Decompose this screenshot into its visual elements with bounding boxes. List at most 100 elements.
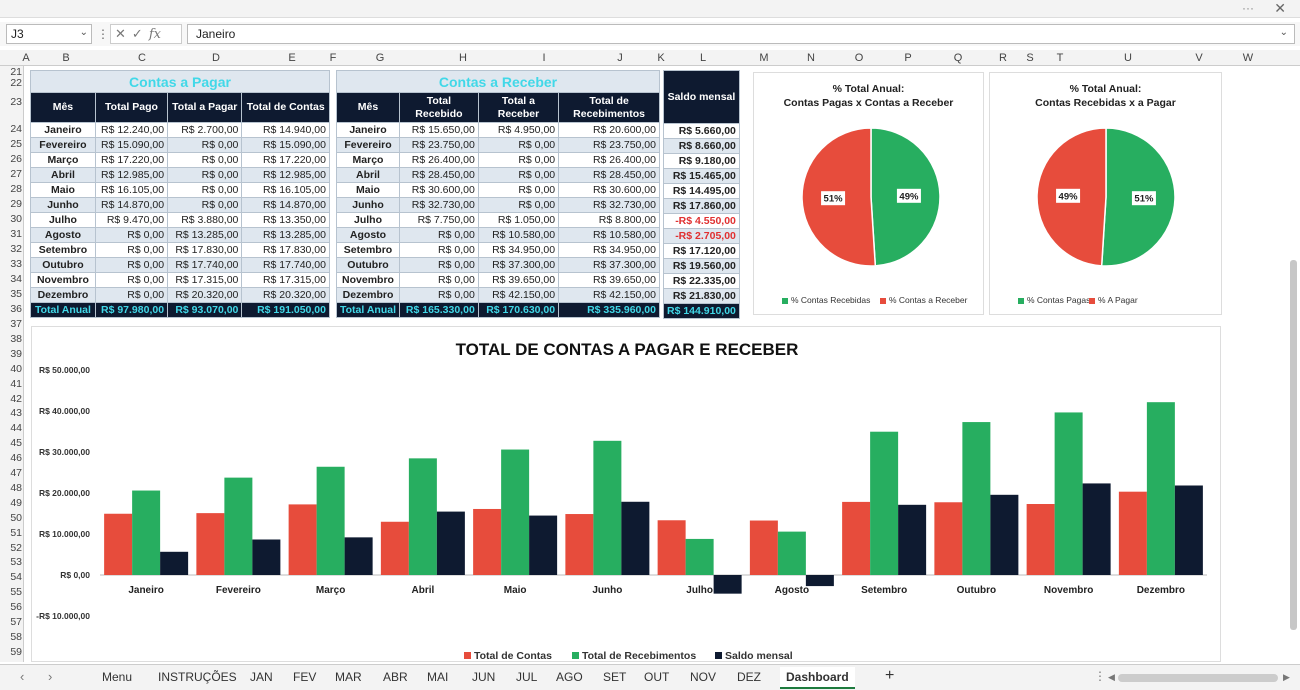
row-header[interactable]: 29 bbox=[10, 198, 22, 210]
month-cell[interactable]: Abril bbox=[336, 167, 400, 183]
value-cell[interactable]: R$ 14.870,00 bbox=[94, 197, 169, 213]
column-header[interactable]: T bbox=[1056, 52, 1064, 64]
month-cell[interactable]: Setembro bbox=[30, 242, 96, 258]
value-cell[interactable]: R$ 0,00 bbox=[167, 182, 243, 198]
row-header[interactable]: 55 bbox=[10, 586, 22, 599]
value-cell[interactable]: R$ 0,00 bbox=[94, 257, 169, 273]
column-header[interactable]: E bbox=[288, 52, 296, 64]
bar[interactable] bbox=[962, 422, 991, 575]
bar[interactable] bbox=[316, 466, 345, 575]
value-cell[interactable]: R$ 20.320,00 bbox=[241, 287, 330, 303]
tab-dez[interactable]: DEZ bbox=[737, 670, 761, 684]
month-cell[interactable]: Agosto bbox=[336, 227, 400, 243]
month-cell[interactable]: Abril bbox=[30, 167, 96, 183]
value-cell[interactable]: R$ 37.300,00 bbox=[477, 257, 560, 273]
value-cell[interactable]: R$ 34.950,00 bbox=[558, 242, 660, 258]
row-header[interactable]: 39 bbox=[10, 347, 22, 360]
value-cell[interactable]: R$ 13.285,00 bbox=[167, 227, 243, 243]
tab-options-icon[interactable]: ⋮ bbox=[1094, 669, 1106, 683]
bar[interactable] bbox=[501, 449, 530, 575]
pie-chart-2[interactable]: % Total Anual: Contas Recebidas x a Paga… bbox=[989, 72, 1222, 315]
pie-chart-1[interactable]: % Total Anual: Contas Pagas x Contas a R… bbox=[753, 72, 984, 315]
column-header[interactable]: O bbox=[854, 52, 864, 64]
legend-label[interactable]: Total de Contas bbox=[474, 650, 552, 662]
value-cell[interactable]: R$ 1.050,00 bbox=[477, 212, 560, 228]
row-header[interactable]: 58 bbox=[10, 630, 22, 643]
bar[interactable] bbox=[1118, 491, 1147, 575]
row-header[interactable]: 31 bbox=[10, 228, 22, 240]
value-cell[interactable]: R$ 0,00 bbox=[167, 197, 243, 213]
value-cell[interactable]: R$ 8.800,00 bbox=[558, 212, 660, 228]
value-cell[interactable]: R$ 15.650,00 bbox=[399, 122, 479, 138]
total-value[interactable]: R$ 335.960,00 bbox=[558, 302, 660, 318]
saldo-cell[interactable]: R$ 17.120,00 bbox=[663, 243, 740, 259]
value-cell[interactable]: R$ 0,00 bbox=[94, 272, 169, 288]
bar[interactable] bbox=[898, 504, 927, 575]
value-cell[interactable]: R$ 17.740,00 bbox=[241, 257, 330, 273]
value-cell[interactable]: R$ 32.730,00 bbox=[558, 197, 660, 213]
month-cell[interactable]: Janeiro bbox=[30, 122, 96, 138]
tab-ago[interactable]: AGO bbox=[556, 670, 583, 684]
row-header[interactable]: 28 bbox=[10, 183, 22, 195]
row-header[interactable]: 54 bbox=[10, 571, 22, 584]
bar[interactable] bbox=[104, 513, 133, 575]
value-cell[interactable]: R$ 0,00 bbox=[94, 227, 169, 243]
legend-label[interactable]: Saldo mensal bbox=[725, 650, 793, 662]
vertical-scrollbar[interactable] bbox=[1290, 260, 1297, 630]
total-value[interactable]: R$ 191.050,00 bbox=[241, 302, 330, 318]
value-cell[interactable]: R$ 12.985,00 bbox=[241, 167, 330, 183]
column-header[interactable]: S bbox=[1026, 52, 1034, 64]
legend-label[interactable]: Total de Recebimentos bbox=[582, 650, 696, 662]
value-cell[interactable]: R$ 28.450,00 bbox=[558, 167, 660, 183]
bar[interactable] bbox=[990, 494, 1019, 575]
bar[interactable] bbox=[408, 458, 437, 575]
bar[interactable] bbox=[657, 520, 686, 575]
tab-mai[interactable]: MAI bbox=[427, 670, 449, 684]
bar[interactable] bbox=[1174, 485, 1203, 575]
more-icon[interactable]: ··· bbox=[1242, 1, 1254, 15]
value-cell[interactable]: R$ 17.315,00 bbox=[241, 272, 330, 288]
value-cell[interactable]: R$ 23.750,00 bbox=[558, 137, 660, 153]
total-label[interactable]: Total Anual bbox=[30, 302, 96, 318]
bar[interactable] bbox=[805, 575, 834, 587]
month-cell[interactable]: Novembro bbox=[336, 272, 400, 288]
bar[interactable] bbox=[1026, 504, 1055, 575]
scroll-right-icon[interactable]: ▶ bbox=[1283, 672, 1290, 682]
value-cell[interactable]: R$ 15.090,00 bbox=[241, 137, 330, 153]
month-cell[interactable]: Janeiro bbox=[336, 122, 400, 138]
formula-input[interactable]: Janeiro ⌄ bbox=[187, 24, 1295, 44]
value-cell[interactable]: R$ 17.740,00 bbox=[167, 257, 243, 273]
bar[interactable] bbox=[713, 575, 742, 594]
month-cell[interactable]: Outubro bbox=[336, 257, 400, 273]
saldo-cell[interactable]: R$ 15.465,00 bbox=[663, 168, 740, 184]
bar[interactable] bbox=[593, 440, 622, 575]
month-cell[interactable]: Outubro bbox=[30, 257, 96, 273]
column-header[interactable]: H bbox=[459, 52, 467, 64]
value-cell[interactable]: R$ 0,00 bbox=[399, 257, 479, 273]
value-cell[interactable]: R$ 42.150,00 bbox=[477, 287, 560, 303]
row-header[interactable]: 37 bbox=[10, 318, 22, 330]
row-header[interactable]: 24 bbox=[10, 123, 22, 135]
bar[interactable] bbox=[1054, 412, 1083, 575]
horizontal-scrollbar[interactable] bbox=[1118, 674, 1278, 682]
value-cell[interactable]: R$ 0,00 bbox=[399, 227, 479, 243]
value-cell[interactable]: R$ 37.300,00 bbox=[558, 257, 660, 273]
month-cell[interactable]: Novembro bbox=[30, 272, 96, 288]
value-cell[interactable]: R$ 15.090,00 bbox=[94, 137, 169, 153]
name-box[interactable]: J3 ⌄ bbox=[6, 24, 92, 44]
value-cell[interactable]: R$ 16.105,00 bbox=[94, 182, 169, 198]
bar[interactable] bbox=[132, 490, 161, 575]
value-cell[interactable]: R$ 39.650,00 bbox=[477, 272, 560, 288]
value-cell[interactable]: R$ 0,00 bbox=[477, 137, 560, 153]
row-header[interactable]: 44 bbox=[10, 422, 22, 435]
value-cell[interactable]: R$ 4.950,00 bbox=[477, 122, 560, 138]
value-cell[interactable]: R$ 17.830,00 bbox=[241, 242, 330, 258]
value-cell[interactable]: R$ 9.470,00 bbox=[94, 212, 169, 228]
legend-item[interactable]: % Contas Pagas bbox=[1018, 295, 1090, 305]
value-cell[interactable]: R$ 0,00 bbox=[399, 287, 479, 303]
value-cell[interactable]: R$ 0,00 bbox=[94, 287, 169, 303]
value-cell[interactable]: R$ 0,00 bbox=[477, 182, 560, 198]
value-cell[interactable]: R$ 13.350,00 bbox=[241, 212, 330, 228]
tab-jan[interactable]: JAN bbox=[250, 670, 273, 684]
row-header[interactable]: 26 bbox=[10, 153, 22, 165]
